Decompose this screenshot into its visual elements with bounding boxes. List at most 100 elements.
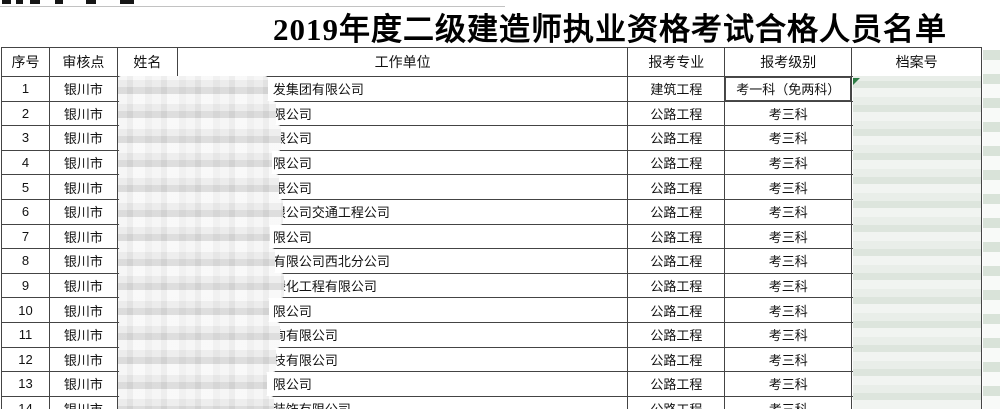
text-fragment xyxy=(55,0,63,4)
cell-level: 考三科 xyxy=(725,396,853,409)
header-file-number: 档案号 xyxy=(895,54,938,70)
cell-serial: 14 xyxy=(2,396,50,409)
cell-serial: 8 xyxy=(2,249,50,273)
table-row: 13 银川市 限公司 公路工程 考三科 xyxy=(2,371,981,397)
table-row: 9 银川市 绿化工程有限公司 公路工程 考三科 xyxy=(2,272,981,299)
table-body: 1 银川市 发集团有限公司 建筑工程 考一科（免两科） 2 银川市 限公司 公路… xyxy=(2,76,981,409)
header-serial: 序号 xyxy=(2,48,50,76)
cell-level: 考三科 xyxy=(725,126,853,150)
cell-serial: 2 xyxy=(2,101,50,126)
name-redaction-blur xyxy=(118,100,276,127)
results-table: 序号 审核点 姓名 工作单位 报考专业 报考级别 档案号 1 银川市 发集团有限… xyxy=(1,47,982,409)
name-redaction-blur xyxy=(118,223,270,250)
cell-work-unit: 技有限公司 xyxy=(178,347,629,372)
cell-review-point: 银川市 xyxy=(50,199,118,224)
cell-major: 公路工程 xyxy=(628,150,726,175)
table-row: 14 银川市 装饰有限公司 公路工程 考三科 xyxy=(2,395,981,409)
text-fragment xyxy=(16,0,23,4)
cell-serial: 7 xyxy=(2,224,50,249)
cell-major: 公路工程 xyxy=(628,347,726,372)
cell-serial: 4 xyxy=(2,150,50,175)
table-row: 8 银川市 有限公司西北分公司 公路工程 考三科 xyxy=(2,248,981,274)
name-redaction-blur xyxy=(118,248,275,274)
cell-work-unit: 限公司 xyxy=(178,150,629,175)
cell-work-unit: 询有限公司 xyxy=(178,322,629,347)
name-redaction-blur xyxy=(118,321,280,348)
cell-serial: 10 xyxy=(2,298,50,322)
cell-major: 公路工程 xyxy=(628,199,726,224)
cell-major: 公路工程 xyxy=(628,175,726,199)
cell-review-point: 银川市 xyxy=(50,249,118,273)
table-row: 1 银川市 发集团有限公司 建筑工程 考一科（免两科） xyxy=(2,76,981,102)
cell-review-point: 银川市 xyxy=(50,396,118,409)
table-row: 7 银川市 限公司 公路工程 考三科 xyxy=(2,223,981,250)
adjacent-column-blur xyxy=(983,50,1000,409)
cell-work-unit: 限公司交通工程公司 xyxy=(178,199,629,224)
table-row: 5 银川市 限公司 公路工程 考三科 xyxy=(2,174,981,200)
cell-level: 考三科 xyxy=(725,249,853,273)
cell-review-point: 银川市 xyxy=(50,273,118,298)
cell-major: 公路工程 xyxy=(628,126,726,150)
cell-work-unit: 有限公司西北分公司 xyxy=(178,249,629,273)
name-redaction-blur xyxy=(118,198,283,225)
cell-work-unit: 限公司 xyxy=(178,101,629,126)
cell-major: 公路工程 xyxy=(628,322,726,347)
page-title: 2019年度二级建造师执业资格考试合格人员名单 xyxy=(273,12,947,47)
cell-work-unit: 限公司 xyxy=(178,298,629,322)
cell-major: 公路工程 xyxy=(628,273,726,298)
text-fragment xyxy=(2,0,11,4)
cell-serial: 1 xyxy=(2,77,50,101)
cell-review-point: 银川市 xyxy=(50,101,118,126)
cell-level: 考三科 xyxy=(725,199,853,224)
header-level: 报考级别 xyxy=(725,48,853,76)
table-header-row: 序号 审核点 姓名 工作单位 报考专业 报考级别 档案号 xyxy=(2,48,981,77)
name-redaction-blur xyxy=(118,395,274,409)
cell-work-unit: 限公司 xyxy=(178,224,629,249)
name-redaction-blur xyxy=(118,272,284,299)
cell-major: 公路工程 xyxy=(628,298,726,322)
cell-level: 考三科 xyxy=(725,372,853,396)
cell-review-point: 银川市 xyxy=(50,224,118,249)
cell-serial: 3 xyxy=(2,126,50,150)
divider-line xyxy=(0,6,505,7)
cell-level: 考三科 xyxy=(725,347,853,372)
cell-level: 考三科 xyxy=(725,101,853,126)
cell-review-point: 银川市 xyxy=(50,77,118,101)
cell-major: 建筑工程 xyxy=(628,77,726,101)
cell-work-unit: 限公司 xyxy=(178,126,629,150)
cell-major: 公路工程 xyxy=(628,249,726,273)
cell-serial: 13 xyxy=(2,372,50,396)
name-redaction-blur xyxy=(118,125,281,151)
cell-major: 公路工程 xyxy=(628,372,726,396)
table-row: 3 银川市 限公司 公路工程 考三科 xyxy=(2,125,981,151)
text-fragment xyxy=(120,0,134,4)
cell-level: 考三科 xyxy=(725,298,853,322)
cell-major: 公路工程 xyxy=(628,101,726,126)
cell-major: 公路工程 xyxy=(628,396,726,409)
cell-serial: 9 xyxy=(2,273,50,298)
cell-major: 公路工程 xyxy=(628,224,726,249)
cell-work-unit: 发集团有限公司 xyxy=(178,77,629,101)
cell-serial: 11 xyxy=(2,322,50,347)
cell-serial: 12 xyxy=(2,347,50,372)
cell-work-unit: 绿化工程有限公司 xyxy=(178,273,629,298)
table-row: 6 银川市 限公司交通工程公司 公路工程 考三科 xyxy=(2,198,981,225)
cell-review-point: 银川市 xyxy=(50,175,118,199)
cell-file-number-redacted xyxy=(852,77,981,101)
cell-level: 考三科 xyxy=(725,273,853,298)
cell-review-point: 银川市 xyxy=(50,150,118,175)
cell-work-unit: 装饰有限公司 xyxy=(178,396,629,409)
text-fragment xyxy=(86,0,96,4)
table-row: 12 银川市 技有限公司 公路工程 考三科 xyxy=(2,346,981,373)
header-name: 姓名 xyxy=(118,48,178,76)
cell-review-point: 银川市 xyxy=(50,298,118,322)
name-redaction-blur xyxy=(118,346,276,373)
name-redaction-blur xyxy=(118,174,279,200)
cell-level: 考三科 xyxy=(725,224,853,249)
table-row: 2 银川市 限公司 公路工程 考三科 xyxy=(2,100,981,127)
cell-work-unit: 限公司 xyxy=(178,372,629,396)
error-indicator-triangle xyxy=(853,78,861,85)
header-major: 报考专业 xyxy=(628,48,726,76)
name-redaction-blur xyxy=(118,149,272,176)
